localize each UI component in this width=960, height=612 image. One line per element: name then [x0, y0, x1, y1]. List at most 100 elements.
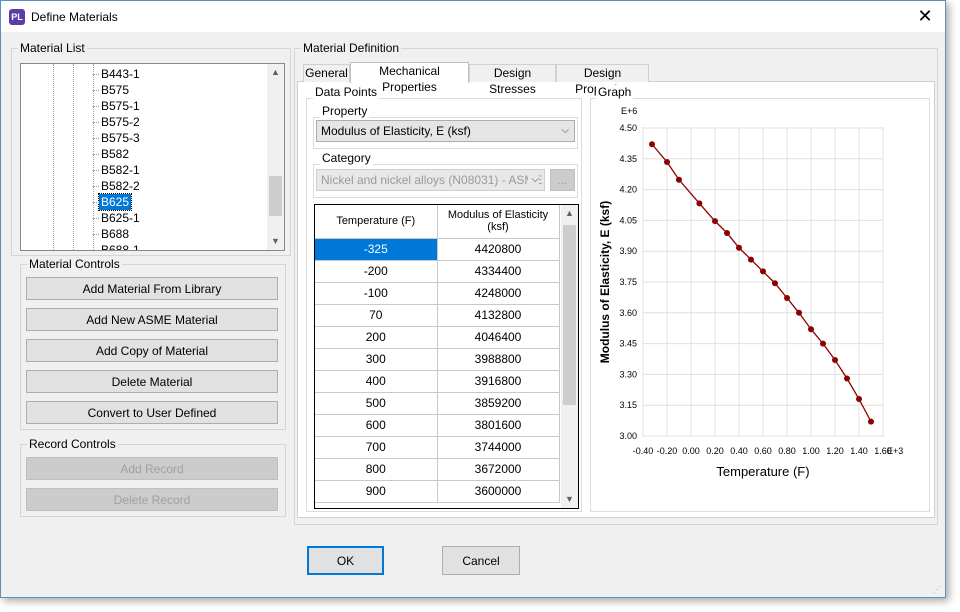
- x-tick-label: 0.60: [754, 446, 772, 456]
- material-tree[interactable]: B443-1 B575 B575-1 B575-2 B575-3 B582 B582-1 B5…: [20, 63, 285, 251]
- category-browse-button[interactable]: ...: [550, 169, 575, 191]
- temperature-cell[interactable]: 70: [315, 304, 438, 327]
- window-title: Define Materials: [31, 9, 118, 24]
- cancel-button[interactable]: Cancel: [442, 546, 520, 575]
- table-row[interactable]: 800 3672000: [315, 458, 560, 481]
- modulus-cell[interactable]: 3600000: [437, 480, 560, 503]
- temperature-cell[interactable]: 400: [315, 370, 438, 393]
- close-button[interactable]: ✕: [917, 6, 933, 26]
- table-row[interactable]: 900 3600000: [315, 480, 560, 503]
- data-point: [748, 256, 754, 263]
- scroll-up-arrow-icon[interactable]: ▲: [271, 67, 280, 77]
- material-list-item-label: B582-2: [101, 179, 140, 193]
- material-list-item[interactable]: B625-1: [93, 210, 142, 226]
- tree-connector: [93, 218, 99, 219]
- table-row[interactable]: -100 4248000: [315, 282, 560, 305]
- modulus-cell[interactable]: 3916800: [437, 370, 560, 393]
- temperature-cell[interactable]: 700: [315, 436, 438, 459]
- scroll-down-arrow-icon[interactable]: ▼: [271, 236, 280, 246]
- scroll-thumb[interactable]: [563, 225, 576, 405]
- tree-connector: [93, 90, 99, 91]
- modulus-cell[interactable]: 4132800: [437, 304, 560, 327]
- material-list-item[interactable]: B575: [93, 82, 131, 98]
- material-definition-label: Material Definition: [301, 41, 402, 55]
- modulus-cell[interactable]: 4046400: [437, 326, 560, 349]
- scroll-thumb[interactable]: [269, 176, 282, 216]
- table-row[interactable]: 400 3916800: [315, 370, 560, 393]
- temperature-cell[interactable]: 200: [315, 326, 438, 349]
- tree-connector: [93, 106, 99, 107]
- y-tick-label: 3.15: [619, 400, 637, 410]
- add-material-from-library-button[interactable]: Add Material From Library: [26, 277, 278, 300]
- temperature-cell[interactable]: -200: [315, 260, 438, 283]
- chevron-down-icon: ⌵: [561, 125, 569, 136]
- property-select[interactable]: Modulus of Elasticity, E (ksf) ⌵: [316, 120, 575, 142]
- modulus-cell[interactable]: 3988800: [437, 348, 560, 371]
- delete-record-button[interactable]: Delete Record: [26, 488, 278, 511]
- material-list-item[interactable]: B575-3: [93, 130, 142, 146]
- table-row[interactable]: 200 4046400: [315, 326, 560, 349]
- column-header-modulus[interactable]: Modulus of Elasticity (ksf): [437, 205, 560, 239]
- table-row[interactable]: 500 3859200: [315, 392, 560, 415]
- modulus-cell[interactable]: 3859200: [437, 392, 560, 415]
- modulus-cell[interactable]: 4248000: [437, 282, 560, 305]
- temperature-cell[interactable]: 600: [315, 414, 438, 437]
- scroll-down-arrow-icon[interactable]: ▼: [565, 494, 574, 504]
- temperature-cell[interactable]: -325: [315, 238, 438, 261]
- material-list-item[interactable]: B582: [93, 146, 131, 162]
- table-row[interactable]: 600 3801600: [315, 414, 560, 437]
- material-list-scrollbar[interactable]: ▲ ▼: [267, 64, 284, 250]
- add-record-button[interactable]: Add Record: [26, 457, 278, 480]
- material-list-item[interactable]: B688: [93, 226, 131, 242]
- tab-design-properties[interactable]: Design Properties: [556, 64, 649, 96]
- material-list-item[interactable]: B688-1: [99, 242, 142, 250]
- material-list-item[interactable]: B582-2: [93, 178, 142, 194]
- delete-material-button[interactable]: Delete Material: [26, 370, 278, 393]
- modulus-cell[interactable]: 4420800: [437, 238, 560, 261]
- table-row[interactable]: 70 4132800: [315, 304, 560, 327]
- scroll-up-arrow-icon[interactable]: ▲: [565, 208, 574, 218]
- table-row[interactable]: -200 4334400: [315, 260, 560, 283]
- data-point: [856, 396, 862, 403]
- tab-design-stresses[interactable]: Design Stresses: [469, 64, 556, 96]
- temperature-cell[interactable]: 900: [315, 480, 438, 503]
- tab-general[interactable]: General: [303, 64, 350, 82]
- ok-button[interactable]: OK: [307, 546, 384, 575]
- table-scrollbar[interactable]: ▲ ▼: [561, 205, 578, 508]
- material-list-item[interactable]: B575-2: [93, 114, 142, 130]
- resize-grip-icon[interactable]: ⋰: [933, 585, 941, 594]
- tab-mechanical-properties[interactable]: Mechanical Properties: [350, 62, 469, 94]
- modulus-cell[interactable]: 3801600: [437, 414, 560, 437]
- y-tick-label: 3.75: [619, 277, 637, 287]
- material-list-item[interactable]: B575-1: [93, 98, 142, 114]
- data-point: [772, 280, 778, 287]
- column-header-temperature[interactable]: Temperature (F): [315, 205, 438, 239]
- temperature-cell[interactable]: 500: [315, 392, 438, 415]
- record-controls-label: Record Controls: [27, 437, 118, 451]
- data-point: [676, 176, 682, 183]
- material-list-item[interactable]: B625: [93, 193, 133, 211]
- temperature-cell[interactable]: 800: [315, 458, 438, 481]
- x-tick-label: 0.20: [706, 446, 724, 456]
- table-row[interactable]: -325 4420800: [315, 238, 560, 261]
- convert-to-user-defined-button[interactable]: Convert to User Defined: [26, 401, 278, 424]
- data-point: [760, 268, 766, 275]
- material-list-item[interactable]: B443-1: [93, 66, 142, 82]
- table-row[interactable]: 300 3988800: [315, 348, 560, 371]
- category-select[interactable]: Nickel and nickel alloys (N08031) - ASME…: [316, 169, 545, 191]
- x-tick-label: -0.20: [657, 446, 678, 456]
- modulus-cell[interactable]: 3672000: [437, 458, 560, 481]
- temperature-cell[interactable]: 300: [315, 348, 438, 371]
- data-points-table[interactable]: Temperature (F) Modulus of Elasticity (k…: [314, 204, 579, 509]
- y-tick-label: 4.20: [619, 185, 637, 195]
- data-point: [712, 218, 718, 225]
- modulus-cell[interactable]: 3744000: [437, 436, 560, 459]
- add-new-asme-material-button[interactable]: Add New ASME Material: [26, 308, 278, 331]
- temperature-cell[interactable]: -100: [315, 282, 438, 305]
- table-row[interactable]: 700 3744000: [315, 436, 560, 459]
- y-tick-label: 4.50: [619, 123, 637, 133]
- add-copy-of-material-button[interactable]: Add Copy of Material: [26, 339, 278, 362]
- material-list-item[interactable]: B582-1: [93, 162, 142, 178]
- modulus-cell[interactable]: 4334400: [437, 260, 560, 283]
- tree-connector: [93, 170, 99, 171]
